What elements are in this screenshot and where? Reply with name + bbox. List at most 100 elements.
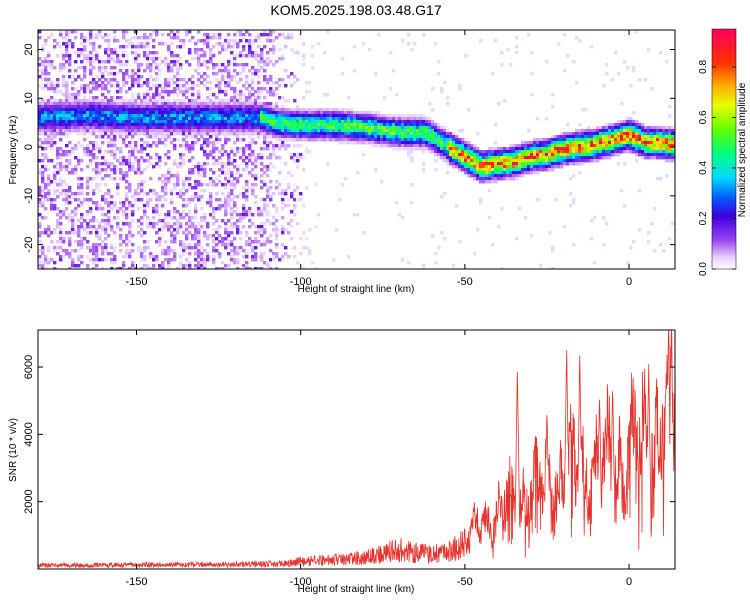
heatmap-cell bbox=[290, 72, 294, 76]
heatmap-cell bbox=[179, 129, 183, 133]
heatmap-cell bbox=[632, 123, 636, 127]
heatmap-cell bbox=[38, 192, 42, 196]
heatmap-cell bbox=[284, 69, 288, 73]
heatmap-cell bbox=[122, 240, 126, 244]
heatmap-cell bbox=[245, 75, 249, 79]
heatmap-cell bbox=[104, 162, 108, 166]
heatmap-cell bbox=[278, 33, 282, 37]
heatmap-cell bbox=[107, 216, 111, 220]
heatmap-cell bbox=[206, 114, 210, 118]
heatmap-cell bbox=[506, 162, 510, 166]
heatmap-cell bbox=[272, 30, 276, 34]
heatmap-cell bbox=[161, 42, 165, 46]
heatmap-cell bbox=[551, 141, 555, 145]
heatmap-cell bbox=[161, 120, 165, 124]
heatmap-cell bbox=[563, 141, 567, 145]
heatmap-cell bbox=[122, 45, 126, 49]
heatmap-cell bbox=[62, 165, 66, 169]
heatmap-cell bbox=[137, 102, 141, 106]
heatmap-cell bbox=[122, 264, 126, 268]
heatmap-cell bbox=[194, 186, 198, 190]
heatmap-cell bbox=[524, 156, 528, 160]
heatmap-cell bbox=[212, 228, 216, 232]
heatmap-cell bbox=[176, 36, 180, 40]
heatmap-cell bbox=[155, 258, 159, 262]
heatmap-cell bbox=[437, 72, 441, 76]
heatmap-cell bbox=[260, 66, 264, 70]
heatmap-cell bbox=[347, 135, 351, 139]
heatmap-cell bbox=[221, 192, 225, 196]
heatmap-cell bbox=[215, 159, 219, 163]
heatmap-cell bbox=[521, 162, 525, 166]
heatmap-cell bbox=[119, 177, 123, 181]
heatmap-cell bbox=[461, 162, 465, 166]
heatmap-cell bbox=[53, 87, 57, 91]
heatmap-cell bbox=[221, 111, 225, 115]
heatmap-cell bbox=[74, 168, 78, 172]
heatmap-cell bbox=[296, 129, 300, 133]
heatmap-cell bbox=[623, 60, 627, 64]
heatmap-cell bbox=[155, 195, 159, 199]
heatmap-cell bbox=[62, 93, 66, 97]
heatmap-cell bbox=[248, 45, 252, 49]
heatmap-cell bbox=[620, 132, 624, 136]
heatmap-cell bbox=[173, 192, 177, 196]
heatmap-cell bbox=[272, 252, 276, 256]
heatmap-cell bbox=[149, 87, 153, 91]
heatmap-cell bbox=[197, 165, 201, 169]
heatmap-cell bbox=[392, 135, 396, 139]
heatmap-cell bbox=[575, 153, 579, 157]
heatmap-cell bbox=[401, 258, 405, 262]
heatmap-cell bbox=[248, 33, 252, 37]
heatmap-cell bbox=[65, 111, 69, 115]
heatmap-cell bbox=[422, 135, 426, 139]
heatmap-cell bbox=[113, 216, 117, 220]
heatmap-cell bbox=[335, 228, 339, 232]
heatmap-cell bbox=[248, 135, 252, 139]
heatmap-cell bbox=[335, 129, 339, 133]
heatmap-cell bbox=[524, 153, 528, 157]
heatmap-cell bbox=[188, 39, 192, 43]
heatmap-cell bbox=[473, 252, 477, 256]
heatmap-cell bbox=[566, 159, 570, 163]
heatmap-cell bbox=[356, 129, 360, 133]
heatmap-cell bbox=[146, 54, 150, 58]
heatmap-cell bbox=[230, 114, 234, 118]
heatmap-cell bbox=[140, 228, 144, 232]
heatmap-cell bbox=[515, 165, 519, 169]
heatmap-cell bbox=[194, 234, 198, 238]
heatmap-cell bbox=[497, 174, 501, 178]
heatmap-cell bbox=[107, 120, 111, 124]
heatmap-cell bbox=[368, 141, 372, 145]
heatmap-cell bbox=[584, 138, 588, 142]
heatmap-cell bbox=[149, 63, 153, 67]
heatmap-cell bbox=[509, 171, 513, 175]
heatmap-cell bbox=[224, 228, 228, 232]
heatmap-cell bbox=[236, 72, 240, 76]
heatmap-cell bbox=[227, 120, 231, 124]
heatmap-cell bbox=[638, 138, 642, 142]
heatmap-cell bbox=[92, 243, 96, 247]
heatmap-cell bbox=[149, 114, 153, 118]
heatmap-cell bbox=[95, 165, 99, 169]
heatmap-cell bbox=[146, 36, 150, 40]
heatmap-cell bbox=[257, 108, 261, 112]
heatmap-cell bbox=[395, 147, 399, 151]
heatmap-cell bbox=[167, 66, 171, 70]
heatmap-cell bbox=[104, 129, 108, 133]
heatmap-cell bbox=[215, 99, 219, 103]
heatmap-cell bbox=[227, 84, 231, 88]
heatmap-cell bbox=[317, 213, 321, 217]
heatmap-cell bbox=[65, 216, 69, 220]
heatmap-cell bbox=[107, 72, 111, 76]
heatmap-cell bbox=[179, 123, 183, 127]
heatmap-cell bbox=[497, 147, 501, 151]
heatmap-cell bbox=[149, 189, 153, 193]
heatmap-cell bbox=[227, 69, 231, 73]
heatmap-cell bbox=[56, 222, 60, 226]
heatmap-cell bbox=[119, 90, 123, 94]
heatmap-cell bbox=[53, 180, 57, 184]
heatmap-cell bbox=[230, 99, 234, 103]
heatmap-cell bbox=[158, 156, 162, 160]
heatmap-cell bbox=[89, 63, 93, 67]
